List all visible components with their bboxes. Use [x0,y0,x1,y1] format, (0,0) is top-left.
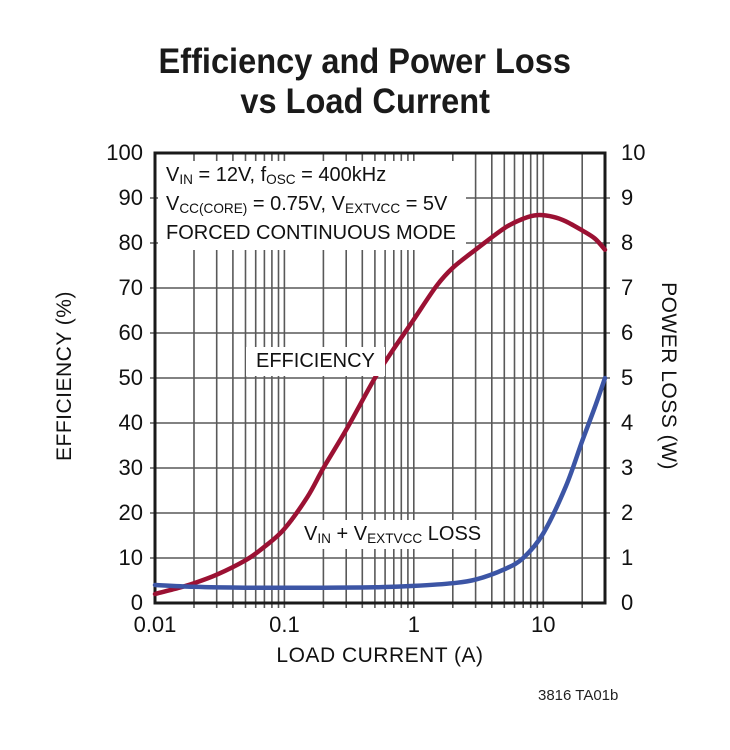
y-left-tick-label: 20 [118,500,143,525]
subscript: EXTVCC [367,530,423,546]
y-left-tick-label: 10 [118,545,143,570]
x-tick-label: 10 [531,612,556,637]
chart-title-line1: Efficiency and Power Loss [158,42,572,81]
y-right-tick-label: 10 [621,140,646,165]
figure-code: 3816 TA01b [538,687,619,704]
series-efficiency [152,212,608,597]
y-right-tick-label: 3 [621,455,634,480]
subscript: IN [317,530,331,546]
x-tick-label: 0.1 [269,612,300,637]
condition-line: VCC(CORE) = 0.75V, VEXTVCC = 5V [166,192,456,221]
y-left-tick-label: 90 [118,185,143,210]
text-run: LOSS [422,523,482,545]
subscript: IN [179,171,193,187]
y-left-tick-label: 30 [118,455,143,480]
text-run: V [166,164,180,186]
text-run: = 12V, f [192,164,267,186]
x-tick-label: 0.01 [133,612,177,637]
text-run: + V [330,523,368,545]
y-axis-label-left: EFFICIENCY (%) [53,291,76,461]
y-left-tick-label: 70 [118,275,143,300]
x-axis-label: LOAD CURRENT (A) [276,644,484,667]
chart-title-row: vs Load Current [0,82,730,122]
y-right-tick-label: 4 [621,410,634,435]
text-run: = 400kHz [295,164,387,186]
x-tick-label: 1 [407,612,420,637]
text-run: EFFICIENCY [256,350,375,372]
chart-title-line2: vs Load Current [240,82,490,121]
y-right-tick-label: 5 [621,365,634,390]
y-right-tick-label: 6 [621,320,634,345]
y-left-tick-label: 80 [118,230,143,255]
loss-curve-label: VIN + VEXTVCC LOSS [294,520,492,549]
y-right-tick-label: 2 [621,500,634,525]
text-run: V [166,192,180,215]
y-right-tick-label: 7 [621,275,634,300]
series-power-loss [152,375,608,590]
condition-line: FORCED CONTINUOUS MODE [166,221,456,246]
y-right-tick-label: 0 [621,590,634,615]
y-right-tick-label: 9 [621,185,634,210]
condition-line: VIN = 12V, fOSC = 400kHz [166,163,456,192]
text-run: = 0.75V, V [247,192,345,215]
y-left-tick-label: 0 [130,590,143,615]
chart-title-row: Efficiency and Power Loss [0,42,730,82]
y-left-tick-label: 100 [106,140,143,165]
efficiency-curve-label: EFFICIENCY [246,347,385,376]
y-left-tick-label: 50 [118,365,143,390]
text-run: V [304,523,318,545]
y-left-tick-label: 40 [118,410,143,435]
y-left-tick-label: 60 [118,320,143,345]
y-right-tick-label: 8 [621,230,634,255]
subscript: CC(CORE) [179,200,248,216]
text-run: FORCED CONTINUOUS MODE [166,221,456,244]
text-run: = 5V [400,192,448,215]
y-right-tick-label: 1 [621,545,634,570]
chart-title: Efficiency and Power Loss vs Load Curren… [0,42,730,122]
subscript: OSC [266,171,296,187]
conditions-annotation: VIN = 12V, fOSC = 400kHz VCC(CORE) = 0.75… [158,161,466,250]
subscript: EXTVCC [345,200,401,216]
